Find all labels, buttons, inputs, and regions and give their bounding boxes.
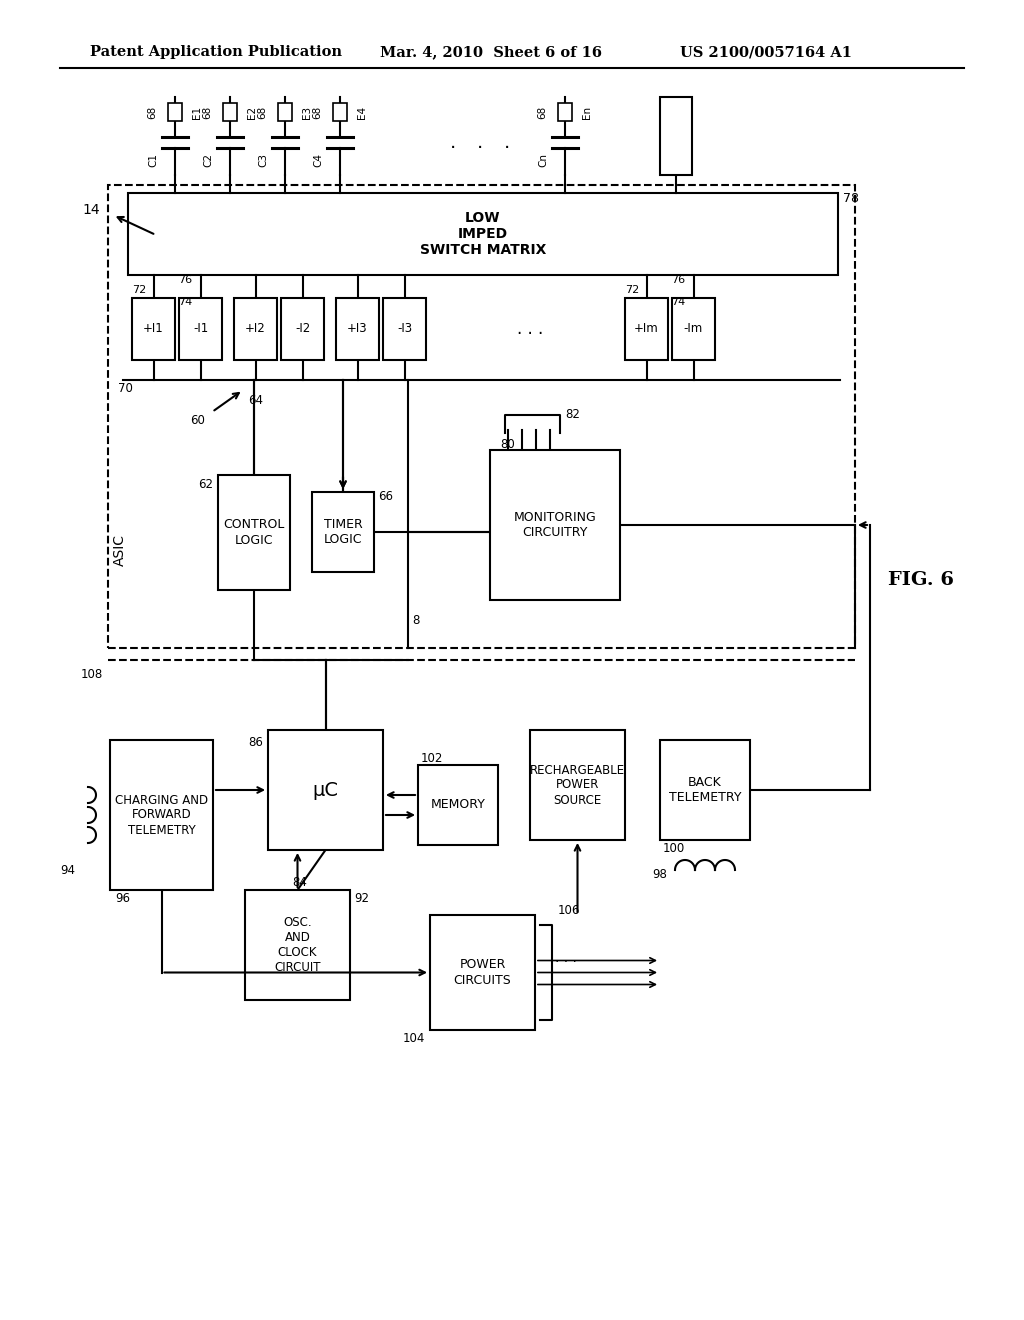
Text: 102: 102 [421,751,443,764]
Bar [672,298,715,360]
Text: TIMER
LOGIC: TIMER LOGIC [324,517,362,546]
Text: 68: 68 [257,106,267,119]
Text: 108: 108 [81,668,103,681]
Text: 84: 84 [293,875,307,888]
Text: 68: 68 [202,106,212,119]
Text: 68: 68 [537,106,547,119]
Bar [245,890,350,1001]
Bar [558,103,572,121]
Text: -I2: -I2 [295,322,310,335]
Text: E4: E4 [357,106,367,119]
Bar [278,103,292,121]
Bar [530,730,625,840]
Text: C2: C2 [203,153,213,168]
Bar [281,298,324,360]
Bar [418,766,498,845]
Text: 76: 76 [671,275,685,285]
Text: BACK
TELEMETRY: BACK TELEMETRY [669,776,741,804]
Text: +I3: +I3 [347,322,368,335]
Text: 60: 60 [190,413,206,426]
Text: E3: E3 [302,106,312,119]
Text: MEMORY: MEMORY [430,799,485,812]
Text: 86: 86 [248,735,263,748]
Text: +Im: +Im [634,322,658,335]
Bar [490,450,620,601]
Text: 70: 70 [118,381,133,395]
Text: E1: E1 [193,106,202,119]
Text: -I3: -I3 [397,322,412,335]
Bar [179,298,222,360]
Text: 94: 94 [60,863,75,876]
Text: 96: 96 [115,891,130,904]
Text: μC: μC [312,780,339,800]
Bar [660,741,750,840]
Text: 72: 72 [625,285,639,294]
Text: 106: 106 [558,903,581,916]
Text: OSC.
AND
CLOCK
CIRCUIT: OSC. AND CLOCK CIRCUIT [274,916,321,974]
Bar [108,185,855,648]
Text: Cn: Cn [538,153,548,168]
Text: Mar. 4, 2010  Sheet 6 of 16: Mar. 4, 2010 Sheet 6 of 16 [380,45,602,59]
Text: C1: C1 [148,153,158,168]
Text: RECHARGEABLE
POWER
SOURCE: RECHARGEABLE POWER SOURCE [530,763,625,807]
Text: 68: 68 [147,106,157,119]
Text: 74: 74 [671,297,685,308]
Text: Patent Application Publication: Patent Application Publication [90,45,342,59]
Bar [333,103,347,121]
Bar [132,298,175,360]
Text: CHARGING AND
FORWARD
TELEMETRY: CHARGING AND FORWARD TELEMETRY [115,793,208,837]
Bar [625,298,668,360]
Text: .: . [504,132,510,152]
Text: 66: 66 [378,491,393,503]
Text: .: . [477,132,483,152]
Text: FIG. 6: FIG. 6 [888,572,954,589]
Text: US 2100/0057164 A1: US 2100/0057164 A1 [680,45,852,59]
Text: C4: C4 [313,153,323,168]
Text: 64: 64 [248,393,263,407]
Text: 78: 78 [843,191,859,205]
Text: En: En [582,106,592,119]
Text: .: . [450,132,456,152]
Text: 82: 82 [565,408,580,421]
Text: 14: 14 [82,203,100,216]
Bar [336,298,379,360]
Bar [312,492,374,572]
Bar [268,730,383,850]
Text: . . .: . . . [517,319,543,338]
Text: . . .: . . . [555,950,577,965]
Text: LOW
IMPED
SWITCH MATRIX: LOW IMPED SWITCH MATRIX [420,211,546,257]
Text: -I1: -I1 [193,322,208,335]
Text: 100: 100 [663,842,685,854]
Bar [223,103,237,121]
Text: 74: 74 [178,297,193,308]
Bar [430,915,535,1030]
Text: +I1: +I1 [143,322,164,335]
Text: ASIC: ASIC [113,535,127,566]
Bar [383,298,426,360]
Text: +I2: +I2 [245,322,266,335]
Text: 68: 68 [312,106,322,119]
Bar [128,193,838,275]
Text: 62: 62 [198,479,213,491]
Text: 80: 80 [500,437,515,450]
Bar [110,741,213,890]
Text: 8: 8 [412,614,420,627]
Text: 72: 72 [132,285,146,294]
Text: POWER
CIRCUITS: POWER CIRCUITS [454,958,511,986]
Text: E2: E2 [247,106,257,119]
Bar [218,475,290,590]
Text: -Im: -Im [684,322,703,335]
Text: 104: 104 [402,1031,425,1044]
Text: 76: 76 [178,275,193,285]
Bar [660,96,692,176]
Text: MONITORING
CIRCUITRY: MONITORING CIRCUITRY [514,511,596,539]
Bar [234,298,278,360]
Text: CONTROL
LOGIC: CONTROL LOGIC [223,519,285,546]
Bar [168,103,182,121]
Text: C3: C3 [258,153,268,168]
Text: 92: 92 [354,891,369,904]
Text: 98: 98 [652,869,667,882]
Text: CASE: CASE [671,121,681,150]
